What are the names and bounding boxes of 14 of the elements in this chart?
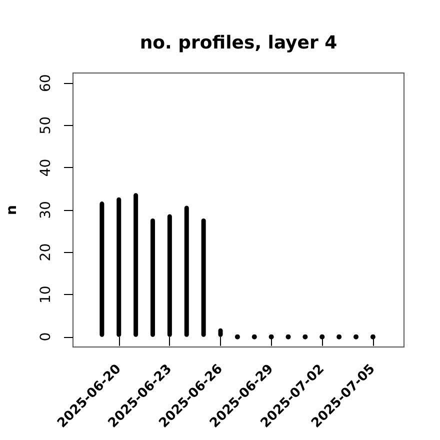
bar (100, 202, 104, 337)
y-tick-label: 60 (38, 74, 54, 92)
bar (134, 193, 138, 337)
bar (150, 218, 155, 337)
y-tick-label: 20 (38, 243, 54, 262)
y-axis-title: n (4, 205, 20, 215)
y-tick-label: 50 (38, 116, 54, 134)
bar (184, 206, 189, 337)
y-tick-label: 0 (38, 332, 54, 342)
y-tick-label: 40 (38, 158, 54, 177)
y-tick-label: 30 (38, 201, 54, 219)
chart-title: no. profiles, layer 4 (140, 32, 338, 54)
y-tick-label: 10 (38, 286, 54, 304)
bar (201, 218, 206, 337)
